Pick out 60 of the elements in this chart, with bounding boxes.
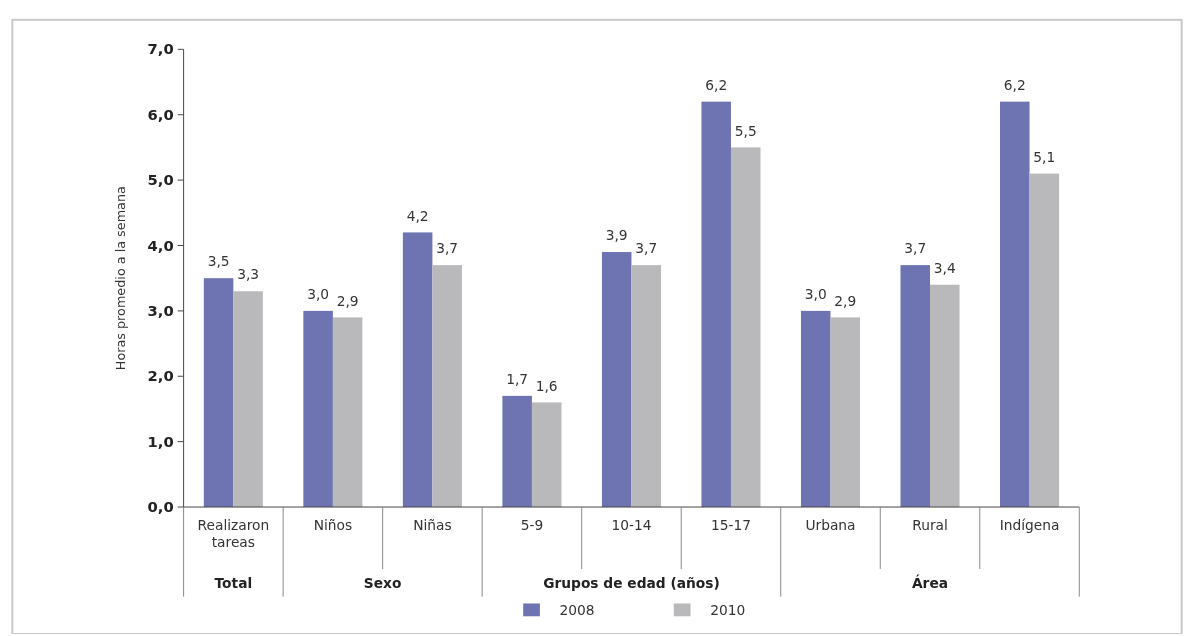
x-tick-label: Niños (313, 516, 353, 533)
data-label: 1,7 (506, 371, 529, 388)
data-label: 4,2 (406, 207, 429, 224)
data-label: 2,9 (834, 292, 857, 309)
y-tick-label: 0,0 (147, 498, 174, 516)
data-label: 3,0 (307, 286, 330, 303)
bar (233, 291, 263, 508)
bar (1000, 101, 1030, 508)
y-tick-label: 5,0 (147, 171, 174, 189)
data-label: 3,0 (804, 286, 827, 303)
y-tick-label: 2,0 (147, 367, 174, 385)
y-tick-label: 6,0 (147, 105, 174, 123)
bar (303, 310, 333, 508)
y-tick-label: 7,0 (147, 40, 174, 58)
x-tick-label: 15-17 (710, 516, 751, 533)
legend-label: 2008 (559, 602, 595, 619)
data-label: 5,1 (1033, 148, 1056, 165)
data-label: 3,3 (237, 266, 260, 283)
bar (800, 310, 831, 508)
x-tick-label: Realizaron tareas (197, 516, 270, 551)
y-tick-label: 3,0 (147, 302, 174, 320)
data-label: 3,7 (635, 240, 658, 257)
data-label: 3,7 (436, 240, 459, 257)
data-label: 5,5 (734, 122, 757, 139)
bar (402, 232, 433, 508)
x-tick-label: Indígena (999, 516, 1060, 533)
bar (502, 395, 532, 508)
text: Sexo (363, 574, 402, 591)
bar (332, 317, 363, 508)
data-label: 1,6 (535, 377, 558, 394)
bar (701, 101, 731, 508)
data-label: 3,9 (605, 227, 628, 244)
bar (203, 278, 234, 508)
data-label: 6,2 (1003, 76, 1026, 93)
x-tick-label: 5-9 (520, 516, 544, 533)
bar (1029, 173, 1060, 508)
data-label: 3,7 (904, 240, 927, 257)
x-tick-label: Rural (912, 516, 948, 533)
x-tick-label: Niñas (413, 516, 452, 533)
bar (432, 265, 462, 508)
bar (601, 252, 632, 508)
y-tick-label: 4,0 (147, 236, 174, 254)
text: Total (214, 574, 253, 591)
bar (631, 265, 661, 508)
y-axis-title: Horas promedio a la semana (112, 186, 128, 371)
text: Grupos de edad (años) (543, 574, 720, 591)
data-label: 3,4 (933, 259, 956, 276)
bar (730, 147, 761, 508)
data-label: 2,9 (336, 292, 359, 309)
text: Área (911, 573, 949, 591)
y-tick-label: 1,0 (147, 432, 174, 450)
bar (930, 284, 960, 508)
x-tick-label: 10-14 (611, 516, 652, 533)
bar (531, 402, 562, 508)
data-label: 6,2 (705, 76, 728, 93)
legend-label: 2010 (710, 602, 746, 619)
x-tick-label: Urbana (805, 516, 856, 533)
bar (900, 265, 931, 508)
data-label: 3,5 (207, 253, 230, 270)
bar (830, 317, 861, 508)
